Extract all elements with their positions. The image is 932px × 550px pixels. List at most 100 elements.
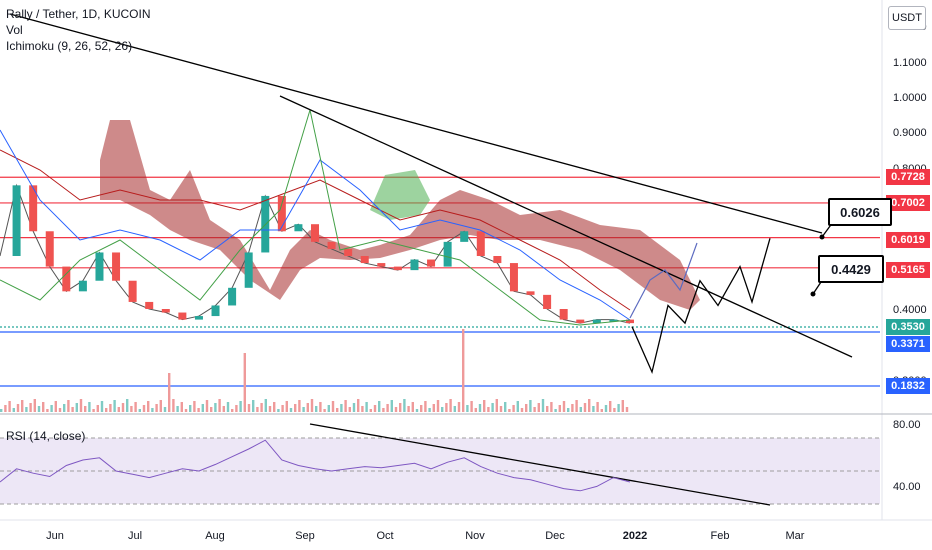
volume-bar [281, 405, 284, 412]
volume-bar [625, 407, 629, 412]
time-tick-label: Oct [376, 530, 393, 542]
volume-bar [336, 408, 339, 412]
price-candle [592, 319, 601, 324]
volume-bar [432, 404, 435, 412]
volume-bar [470, 401, 473, 412]
volume-bar [604, 405, 608, 412]
price-candle [194, 316, 203, 320]
price-candle [211, 305, 220, 317]
ichimoku-indicator-label[interactable]: Ichimoku (9, 26, 52, 26) [6, 39, 133, 53]
volume-bar [415, 409, 419, 412]
projection-path [631, 238, 771, 375]
trendline-rsi [309, 423, 771, 506]
volume-bar [180, 402, 183, 412]
callout-0-4429[interactable]: 0.4429 [818, 255, 884, 283]
symbol-title[interactable]: Rally / Tether, 1D, KUCOIN [6, 7, 151, 21]
callout-0-6026[interactable]: 0.6026 [828, 198, 892, 226]
volume-bar [37, 406, 41, 412]
volume-bar [340, 404, 343, 412]
volume-indicator-label[interactable]: Vol [6, 23, 23, 37]
volume-bar [117, 407, 120, 412]
volume-bar [264, 399, 267, 412]
volume-bar [189, 405, 192, 412]
volume-bar [512, 405, 515, 412]
volume-bar [197, 408, 200, 412]
rsi-tick-label: 80.00 [893, 419, 921, 431]
volume-bar [441, 407, 444, 412]
price-candle [12, 185, 21, 256]
volume-bar [453, 406, 456, 412]
volume-bar [424, 401, 427, 412]
price-candle [476, 231, 485, 256]
price-candle [62, 266, 71, 292]
volume-bar [294, 404, 297, 412]
volume-bar [46, 409, 49, 412]
price-candle [509, 263, 518, 292]
price-candle [493, 256, 502, 264]
volume-bar [168, 373, 171, 412]
callout-dot [810, 291, 816, 297]
price-candle [145, 301, 154, 309]
price-candle [626, 319, 634, 324]
volume-bar [352, 403, 356, 412]
ichimoku-cloud-bullish [370, 170, 430, 220]
volume-bar [373, 405, 377, 412]
volume-bar [365, 402, 368, 412]
volume-bar [33, 399, 36, 412]
time-tick-label: Nov [465, 530, 485, 542]
volume-bar [386, 404, 389, 412]
price-tag-0-5165: 0.5165 [886, 262, 930, 278]
price-candle [360, 256, 369, 264]
price-candle [128, 280, 137, 302]
volume-bar [268, 406, 272, 412]
rsi-indicator-label[interactable]: RSI (14, close) [6, 429, 86, 443]
volume-bar [562, 401, 566, 412]
volume-bar [407, 406, 410, 412]
volume-bar [138, 409, 141, 412]
time-tick-label: Mar [786, 530, 805, 542]
volume-bar [273, 402, 276, 412]
volume-bar [525, 404, 528, 412]
projection-alt-path [629, 242, 698, 319]
volume-bar [21, 400, 24, 412]
volume-bar [50, 405, 53, 412]
volume-bar [163, 407, 167, 412]
price-tag-0-7002: 0.7002 [886, 195, 930, 211]
volume-bar [621, 400, 624, 412]
volume-bar [411, 402, 414, 412]
time-tick-label: 2022 [623, 530, 647, 542]
volume-bar [344, 400, 347, 412]
volume-bar [520, 408, 524, 412]
volume-bar [222, 406, 225, 412]
volume-bar [613, 408, 616, 412]
volume-bar [210, 407, 213, 412]
volume-bar [541, 399, 545, 412]
price-candle [410, 259, 419, 271]
volume-bar [319, 402, 322, 412]
volume-bar [567, 408, 570, 412]
volume-bar [462, 329, 465, 412]
price-tag-0-6019: 0.6019 [886, 232, 930, 248]
volume-bar [285, 401, 288, 412]
volume-bar [348, 407, 351, 412]
volume-bar [306, 403, 309, 412]
volume-bar [42, 402, 45, 412]
volume-bar [550, 402, 553, 412]
trendline-upper [9, 13, 823, 234]
volume-bar [155, 404, 158, 412]
volume-bar [537, 403, 540, 412]
volume-bar [193, 401, 196, 412]
volume-bar [176, 406, 179, 412]
volume-bar [25, 407, 28, 412]
price-tag-0-3371: 0.3371 [886, 336, 930, 352]
rsi-line [0, 439, 631, 492]
volume-bar [96, 405, 99, 412]
volume-bar [403, 399, 406, 412]
volume-bar [63, 404, 66, 412]
volume-bar [130, 406, 133, 412]
volume-bar [390, 400, 393, 412]
volume-bar [71, 407, 74, 412]
currency-selector[interactable]: USDT [888, 6, 926, 30]
price-candle [277, 195, 286, 232]
